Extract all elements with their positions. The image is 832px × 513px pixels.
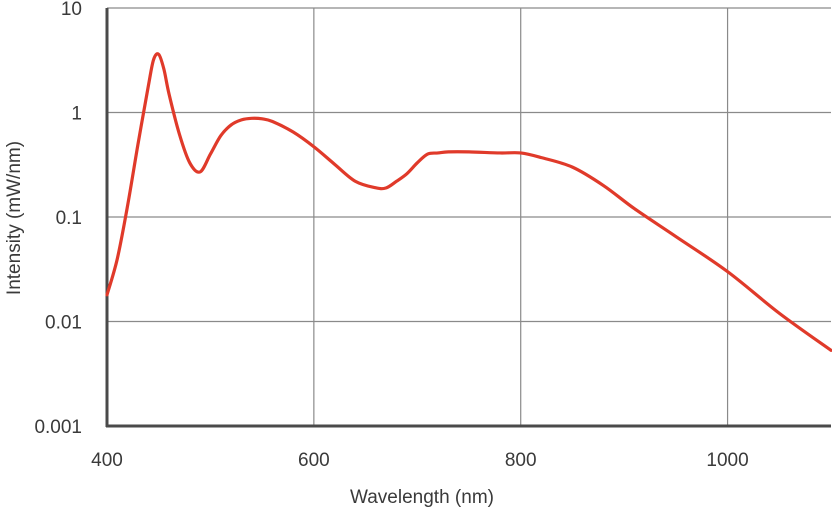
y-tick-label: 0.1 (56, 208, 82, 229)
y-tick-label: 10 (61, 0, 82, 20)
y-tick-label: 1 (71, 104, 82, 125)
x-tick-label: 600 (298, 450, 330, 471)
x-tick-label: 1000 (706, 450, 748, 471)
y-tick-label: 0.001 (34, 417, 82, 438)
intensity-series-line (105, 52, 832, 352)
x-tick-label: 400 (91, 450, 123, 471)
x-tick-label: 800 (505, 450, 537, 471)
x-axis-title: Wavelength (nm) (350, 487, 494, 508)
y-tick-labels: 0.001 0.01 0.1 1 10 (34, 0, 82, 438)
y-tick-label: 0.01 (45, 313, 82, 334)
grid-lines (107, 7, 831, 426)
y-axis-title: Intensity (mW/nm) (4, 141, 25, 295)
x-tick-labels: 400 600 800 1000 (91, 450, 749, 471)
